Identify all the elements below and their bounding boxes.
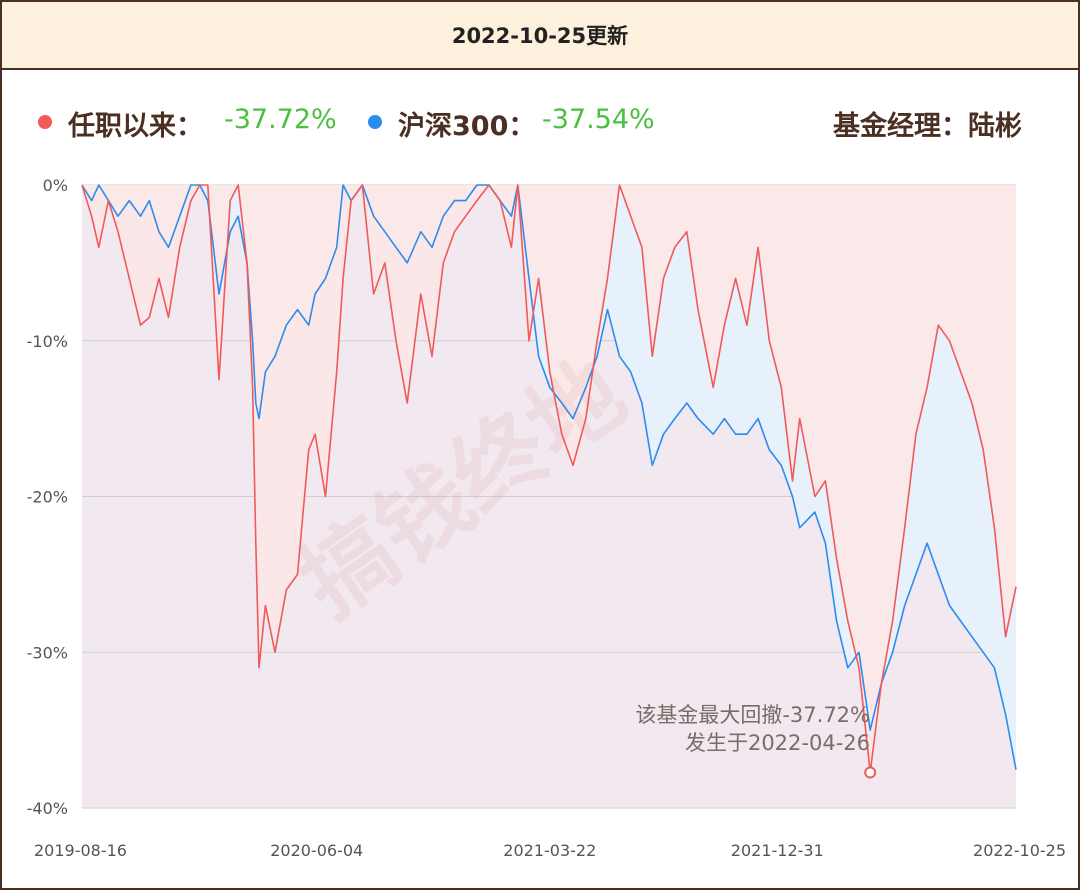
y-tick-label-4: -40% — [27, 799, 68, 818]
y-axis-ticks: 0% -10% -20% -30% -40% — [27, 176, 68, 818]
y-tick-label-3: -30% — [27, 643, 68, 662]
index-legend-value: -37.54% — [542, 104, 655, 135]
fund-legend-value: -37.72% — [224, 104, 337, 135]
x-tick-label-3: 2021-12-31 — [731, 841, 824, 860]
x-tick-label-2: 2021-03-22 — [503, 841, 596, 860]
max-drawdown-annotation-line1: 该基金最大回撤-37.72% — [635, 703, 870, 727]
update-date-label: 2022-10-25更新 — [451, 24, 629, 48]
x-tick-label-1: 2020-06-04 — [270, 841, 363, 860]
max-drawdown-annotation-line2: 发生于2022-04-26 — [685, 731, 870, 755]
y-tick-label-0: 0% — [43, 176, 68, 195]
y-tick-label-1: -10% — [27, 332, 68, 351]
fund-legend-label: 任职以来： — [68, 111, 203, 142]
x-tick-label-4: 2022-10-25 — [973, 841, 1066, 860]
series-line-0 — [81, 184, 1017, 774]
fund-manager-label: 基金经理：陆彬 — [833, 111, 1022, 142]
max-drawdown-marker — [864, 766, 877, 779]
line-layer — [81, 184, 1017, 774]
legend: 任职以来： -37.72% 沪深300： -37.54% 基金经理：陆彬 — [2, 70, 1078, 176]
index-legend-label: 沪深300： — [398, 111, 536, 142]
series-area-0 — [82, 185, 1016, 773]
y-tick-label-2: -20% — [27, 488, 68, 507]
area-layer — [82, 185, 1016, 773]
marker-layer — [864, 766, 877, 779]
index-legend-dot-icon — [368, 115, 382, 129]
update-date-header: 2022-10-25更新 — [2, 2, 1078, 70]
x-tick-label-0: 2019-08-16 — [34, 841, 127, 860]
fund-legend-dot-icon — [38, 115, 52, 129]
x-axis-ticks: 2019-08-16 2020-06-04 2021-03-22 2021-12-31… — [34, 841, 1066, 860]
